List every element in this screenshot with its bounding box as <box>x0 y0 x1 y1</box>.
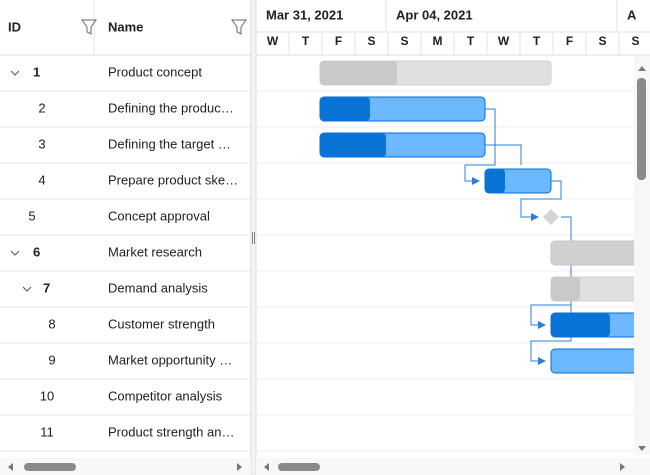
column-header[interactable]: Name <box>108 19 143 34</box>
day-label: T <box>302 34 310 48</box>
row-id: 3 <box>38 136 45 151</box>
dependency-line <box>464 108 496 185</box>
row-name: Defining the target … <box>108 136 231 151</box>
row-name: Product concept <box>108 64 202 79</box>
timeline-header: Mar 31, 2021 Apr 04, 2021 A W T F S S M T W T F S S <box>266 0 640 55</box>
row-name: Competitor analysis <box>108 388 223 403</box>
dependency-line <box>530 216 572 329</box>
task-progress <box>485 169 505 193</box>
row-id: 8 <box>48 316 55 331</box>
column-header[interactable]: ID <box>8 19 21 34</box>
day-label: T <box>533 34 541 48</box>
day-label: S <box>400 34 408 48</box>
row-id: 1 <box>33 64 40 79</box>
task-progress <box>551 313 610 337</box>
scroll-up[interactable] <box>638 66 646 71</box>
row-name: Demand analysis <box>108 280 208 295</box>
task-bar[interactable] <box>550 348 650 374</box>
filter-icon[interactable] <box>231 19 247 35</box>
horizontal-scrollbar[interactable] <box>256 458 650 475</box>
filter-icon[interactable] <box>81 19 97 35</box>
task-progress <box>320 133 386 157</box>
summary-progress <box>551 277 580 301</box>
row-name: Customer strength <box>108 316 215 331</box>
row-id: 5 <box>28 208 35 223</box>
task-progress <box>320 97 370 121</box>
day-label: F <box>335 34 342 48</box>
row-name: Product strength an… <box>108 424 234 439</box>
dependency-line <box>485 144 522 165</box>
scroll-thumb[interactable] <box>24 463 76 471</box>
row-name: Concept approval <box>108 208 210 223</box>
day-label: T <box>467 34 475 48</box>
row-id: 7 <box>43 280 50 295</box>
day-label: S <box>367 34 375 48</box>
scroll-thumb[interactable] <box>278 463 320 471</box>
splitter[interactable] <box>250 0 257 475</box>
day-label: W <box>267 34 279 48</box>
day-label: F <box>566 34 573 48</box>
row-id: 2 <box>38 100 45 115</box>
week-label: Apr 04, 2021 <box>396 7 473 22</box>
row-id: 10 <box>40 388 54 403</box>
day-label: S <box>598 34 606 48</box>
row-id: 9 <box>48 352 55 367</box>
expand-icon[interactable] <box>10 250 20 256</box>
summary-bar[interactable] <box>550 240 650 266</box>
week-label: A <box>627 7 637 22</box>
day-label: S <box>631 34 639 48</box>
row-id: 4 <box>38 172 45 187</box>
tree-grid: 1 Product concept 2 Defining the produc… 3 De… <box>0 64 251 452</box>
scroll-right[interactable] <box>237 463 242 471</box>
row-id: 11 <box>40 424 54 439</box>
scroll-left[interactable] <box>264 463 269 471</box>
week-label: Mar 31, 2021 <box>266 7 343 22</box>
day-label: M <box>433 34 443 48</box>
summary-progress <box>320 61 397 85</box>
scroll-thumb[interactable] <box>637 78 646 180</box>
row-name: Market opportunity … <box>108 352 232 367</box>
scroll-left[interactable] <box>8 463 13 471</box>
row-name: Market research <box>108 244 202 259</box>
dependency-line <box>520 180 562 221</box>
row-name: Prepare product ske… <box>108 172 238 187</box>
milestone[interactable] <box>543 209 559 225</box>
expand-icon[interactable] <box>10 70 20 76</box>
scroll-down[interactable] <box>638 446 646 451</box>
chart-area <box>256 60 650 452</box>
scroll-right[interactable] <box>620 463 625 471</box>
row-name: Defining the produc… <box>108 100 234 115</box>
expand-icon[interactable] <box>22 286 32 292</box>
row-id: 6 <box>33 244 40 259</box>
day-label: W <box>498 34 510 48</box>
